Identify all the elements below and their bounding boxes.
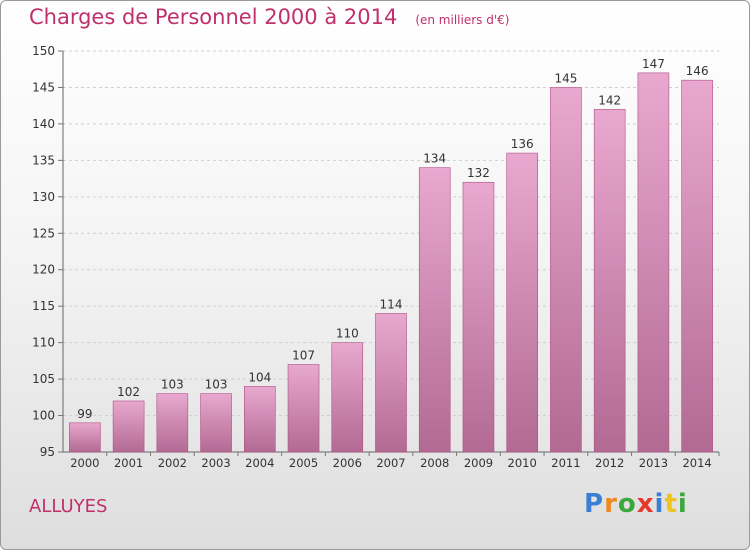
- x-tick-label: 2011: [551, 456, 580, 470]
- y-tick-label: 105: [32, 372, 55, 386]
- x-tick-label: 2004: [245, 456, 274, 470]
- data-label-2003: 103: [205, 378, 228, 392]
- data-label-2006: 110: [336, 327, 359, 341]
- bar-2008: [418, 167, 451, 453]
- x-tick-label: 2010: [508, 456, 537, 470]
- bar-2000: [69, 422, 101, 453]
- data-label-2011: 145: [554, 71, 577, 85]
- data-label-2009: 132: [467, 166, 490, 180]
- bar-2006: [331, 342, 364, 453]
- bar-2005: [287, 364, 320, 453]
- y-tick-label: 100: [32, 409, 55, 423]
- data-label-2001: 102: [117, 385, 140, 399]
- x-tick-label: 2009: [464, 456, 493, 470]
- chart-title-block: Charges de Personnel 2000 à 2014 (en mill…: [29, 5, 509, 29]
- logo-letter: t: [664, 489, 678, 519]
- x-tick-label: 2007: [376, 456, 405, 470]
- data-label-2005: 107: [292, 349, 315, 363]
- bar-2014: [681, 79, 713, 453]
- y-tick-label: 135: [32, 153, 55, 167]
- x-tick-label: 2003: [201, 456, 230, 470]
- y-tick-label: 140: [32, 117, 55, 131]
- bar-2010: [506, 152, 539, 453]
- x-tick-label: 2000: [70, 456, 99, 470]
- proxiti-logo: Proxiti: [584, 489, 688, 519]
- x-tick-label: 2008: [420, 456, 449, 470]
- bar-2003: [200, 393, 232, 453]
- x-tick-label: 2005: [289, 456, 318, 470]
- y-tick-label: 95: [40, 445, 55, 459]
- chart-subtitle: (en milliers d'€): [415, 13, 510, 27]
- y-tick-label: 145: [32, 80, 55, 94]
- logo-letter: P: [584, 489, 605, 519]
- bar-2002: [156, 393, 189, 453]
- x-tick-label: 2002: [158, 456, 187, 470]
- x-tick-label: 2014: [682, 456, 711, 470]
- y-tick-label: 115: [32, 299, 55, 313]
- x-tick-label: 2013: [639, 456, 668, 470]
- chart-title: Charges de Personnel 2000 à 2014: [29, 5, 398, 29]
- y-tick-label: 150: [32, 44, 55, 58]
- data-label-2004: 104: [248, 370, 271, 384]
- logo-letter: i: [677, 489, 688, 519]
- y-tick-label: 130: [32, 190, 55, 204]
- y-tick-label: 120: [32, 263, 55, 277]
- data-labels: 99 102 103 103 104 107 110 114 134 132 136 145 142 14…: [77, 57, 708, 421]
- x-tick-label: 2012: [595, 456, 624, 470]
- tick-labels: 95 100 105 110 115 120 125 130 135 140 145 150 2000 2…: [32, 44, 712, 470]
- data-label-2012: 142: [598, 93, 621, 107]
- bars: [69, 72, 713, 453]
- bar-2001: [112, 400, 145, 453]
- bar-2012: [593, 109, 626, 453]
- bar-2007: [375, 313, 407, 453]
- y-tick-label: 110: [32, 336, 55, 350]
- logo-letter: i: [654, 489, 665, 519]
- bar-2004: [244, 386, 276, 453]
- bar-2011: [550, 87, 582, 453]
- data-label-2002: 103: [161, 378, 184, 392]
- x-tick-label: 2001: [114, 456, 143, 470]
- data-label-2000: 99: [77, 407, 92, 421]
- data-label-2010: 136: [511, 137, 534, 151]
- commune-name: ALLUYES: [29, 496, 108, 517]
- data-label-2014: 146: [686, 64, 709, 78]
- data-label-2007: 114: [380, 297, 403, 311]
- y-tick-label: 125: [32, 226, 55, 240]
- data-label-2008: 134: [423, 152, 446, 166]
- bar-2009: [462, 181, 495, 453]
- data-label-2013: 147: [642, 57, 665, 71]
- logo-letter: o: [617, 489, 637, 519]
- logo-letter: r: [604, 489, 618, 519]
- bar-2013: [637, 72, 670, 453]
- x-tick-label: 2006: [333, 456, 362, 470]
- logo-letter: x: [636, 489, 655, 519]
